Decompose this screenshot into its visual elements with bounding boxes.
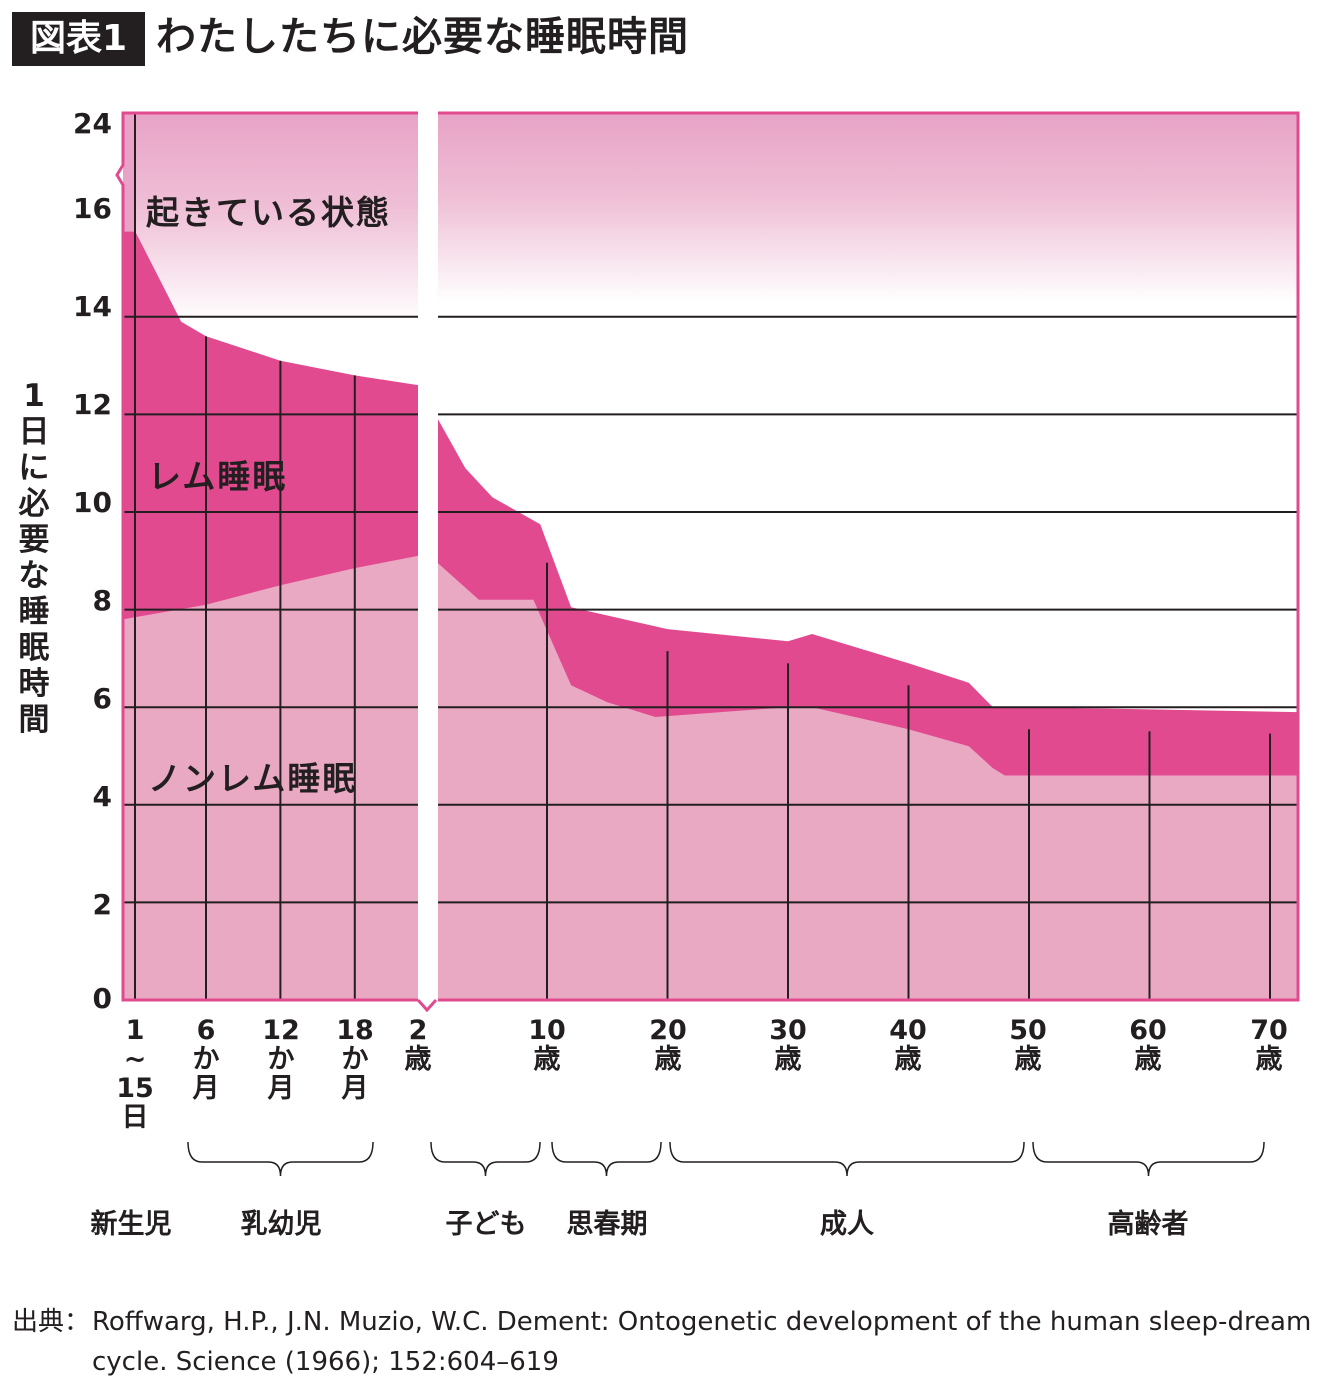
plot-frame <box>115 111 1300 1002</box>
nrem-area-infant <box>122 555 419 1000</box>
nrem-label: ノンレム睡眠 <box>148 759 358 798</box>
y-tick-label: 4 <box>92 780 112 813</box>
x-tick-label: 18 か月 <box>325 1016 385 1103</box>
x-tick-line: ~ <box>123 1044 147 1075</box>
group-brace-0 <box>187 1141 374 1177</box>
y-axis-label-char: 時 <box>18 666 50 702</box>
group-label: 新生児 <box>90 1209 172 1240</box>
y-tick-label: 24 <box>73 107 112 140</box>
y-axis-label-char: 間 <box>18 702 50 738</box>
x-tick-line: 1 <box>125 1015 145 1046</box>
x-tick-label: 30 歳 <box>758 1016 818 1074</box>
group-label: 思春期 <box>566 1209 648 1240</box>
x-tick-label: 50 歳 <box>998 1016 1058 1074</box>
y-tick-label: 10 <box>73 486 112 519</box>
awake-label: 起きている状態 <box>146 193 391 232</box>
x-tick-line: 歳 <box>654 1044 682 1075</box>
x-tick-line: 2 <box>408 1015 428 1046</box>
x-tick-line: 18 <box>336 1015 374 1046</box>
x-tick-line: 月 <box>267 1073 295 1104</box>
x-tick-label: 40 歳 <box>878 1016 938 1074</box>
y-tick-label: 6 <box>92 682 112 715</box>
source-lead: 出典： <box>12 1307 91 1337</box>
x-tick-line: 歳 <box>404 1044 432 1075</box>
x-tick-label: 60 歳 <box>1118 1016 1178 1074</box>
x-tick-label: 10 歳 <box>517 1016 577 1074</box>
source-note: 出典： Roffwarg, H.P., J.N. Muzio, W.C. Dem… <box>12 1302 1332 1382</box>
x-tick-label: 1 ~15 日 <box>105 1016 165 1132</box>
x-tick-line: 30 <box>769 1015 807 1046</box>
source-text: Roffwarg, H.P., J.N. Muzio, W.C. Dement:… <box>92 1307 1312 1377</box>
awake-area-age <box>438 113 1298 303</box>
x-tick-line: 60 <box>1129 1015 1167 1046</box>
x-tick-line: 12 <box>262 1015 300 1046</box>
x-tick-line: 6 <box>196 1015 216 1046</box>
x-tick-line: か <box>341 1044 369 1075</box>
x-tick-line: 40 <box>889 1015 927 1046</box>
x-tick-label: 20 歳 <box>638 1016 698 1074</box>
y-axis-label-char: 睡 <box>18 594 50 630</box>
x-tick-line: 歳 <box>1255 1044 1283 1075</box>
awake-area-infant <box>123 113 418 323</box>
y-axis-label-char: な <box>18 558 50 594</box>
rem-label: レム睡眠 <box>148 457 288 496</box>
x-tick-line: 月 <box>341 1073 369 1104</box>
x-tick-line: 50 <box>1009 1015 1047 1046</box>
x-tick-line: 月 <box>192 1073 220 1104</box>
x-tick-line: 歳 <box>1014 1044 1042 1075</box>
group-label: 乳幼児 <box>240 1209 322 1240</box>
x-tick-line: 10 <box>528 1015 566 1046</box>
y-tick-label: 16 <box>73 192 112 225</box>
group-brace-3 <box>669 1141 1025 1177</box>
x-tick-line: 歳 <box>894 1044 922 1075</box>
group-brace-2 <box>551 1141 662 1177</box>
x-tick-line: 日 <box>121 1102 149 1133</box>
y-axis-label-char: 必 <box>18 486 50 522</box>
figure-badge: 図表1 <box>12 12 145 66</box>
y-axis-label-char: に <box>18 450 50 486</box>
y-axis-label-char: 1 <box>23 378 45 414</box>
x-tick-label: 12 か月 <box>251 1016 311 1103</box>
nrem-area-age <box>438 563 1298 1000</box>
y-tick-label: 14 <box>73 290 112 323</box>
x-axis-break-mark <box>416 998 438 1013</box>
y-tick-label: 8 <box>92 584 112 617</box>
chart-title: わたしたちに必要な睡眠時間 <box>156 14 689 60</box>
group-label: 成人 <box>820 1209 874 1240</box>
y-axis-label-char: 日 <box>18 414 50 450</box>
x-tick-line: 歳 <box>774 1044 802 1075</box>
x-tick-line: 70 <box>1250 1015 1288 1046</box>
group-label: 高齢者 <box>1107 1209 1189 1240</box>
y-axis-label-char: 要 <box>18 522 50 558</box>
axis-break-gap <box>418 111 438 1006</box>
x-tick-line: か <box>267 1044 295 1075</box>
y-tick-label: 12 <box>73 388 112 421</box>
x-tick-line: 歳 <box>1134 1044 1162 1075</box>
y-tick-label: 0 <box>92 982 112 1015</box>
x-tick-line: 歳 <box>533 1044 561 1075</box>
y-axis-label-char: 眠 <box>18 630 50 666</box>
group-label: 子ども <box>445 1209 527 1240</box>
x-tick-line: 15 <box>116 1073 154 1104</box>
x-tick-line: か <box>192 1044 220 1075</box>
y-tick-label: 2 <box>92 888 112 921</box>
x-tick-label: 70 歳 <box>1239 1016 1299 1074</box>
group-brace-1 <box>430 1141 541 1177</box>
x-tick-line: 20 <box>649 1015 687 1046</box>
group-brace-4 <box>1032 1141 1265 1177</box>
